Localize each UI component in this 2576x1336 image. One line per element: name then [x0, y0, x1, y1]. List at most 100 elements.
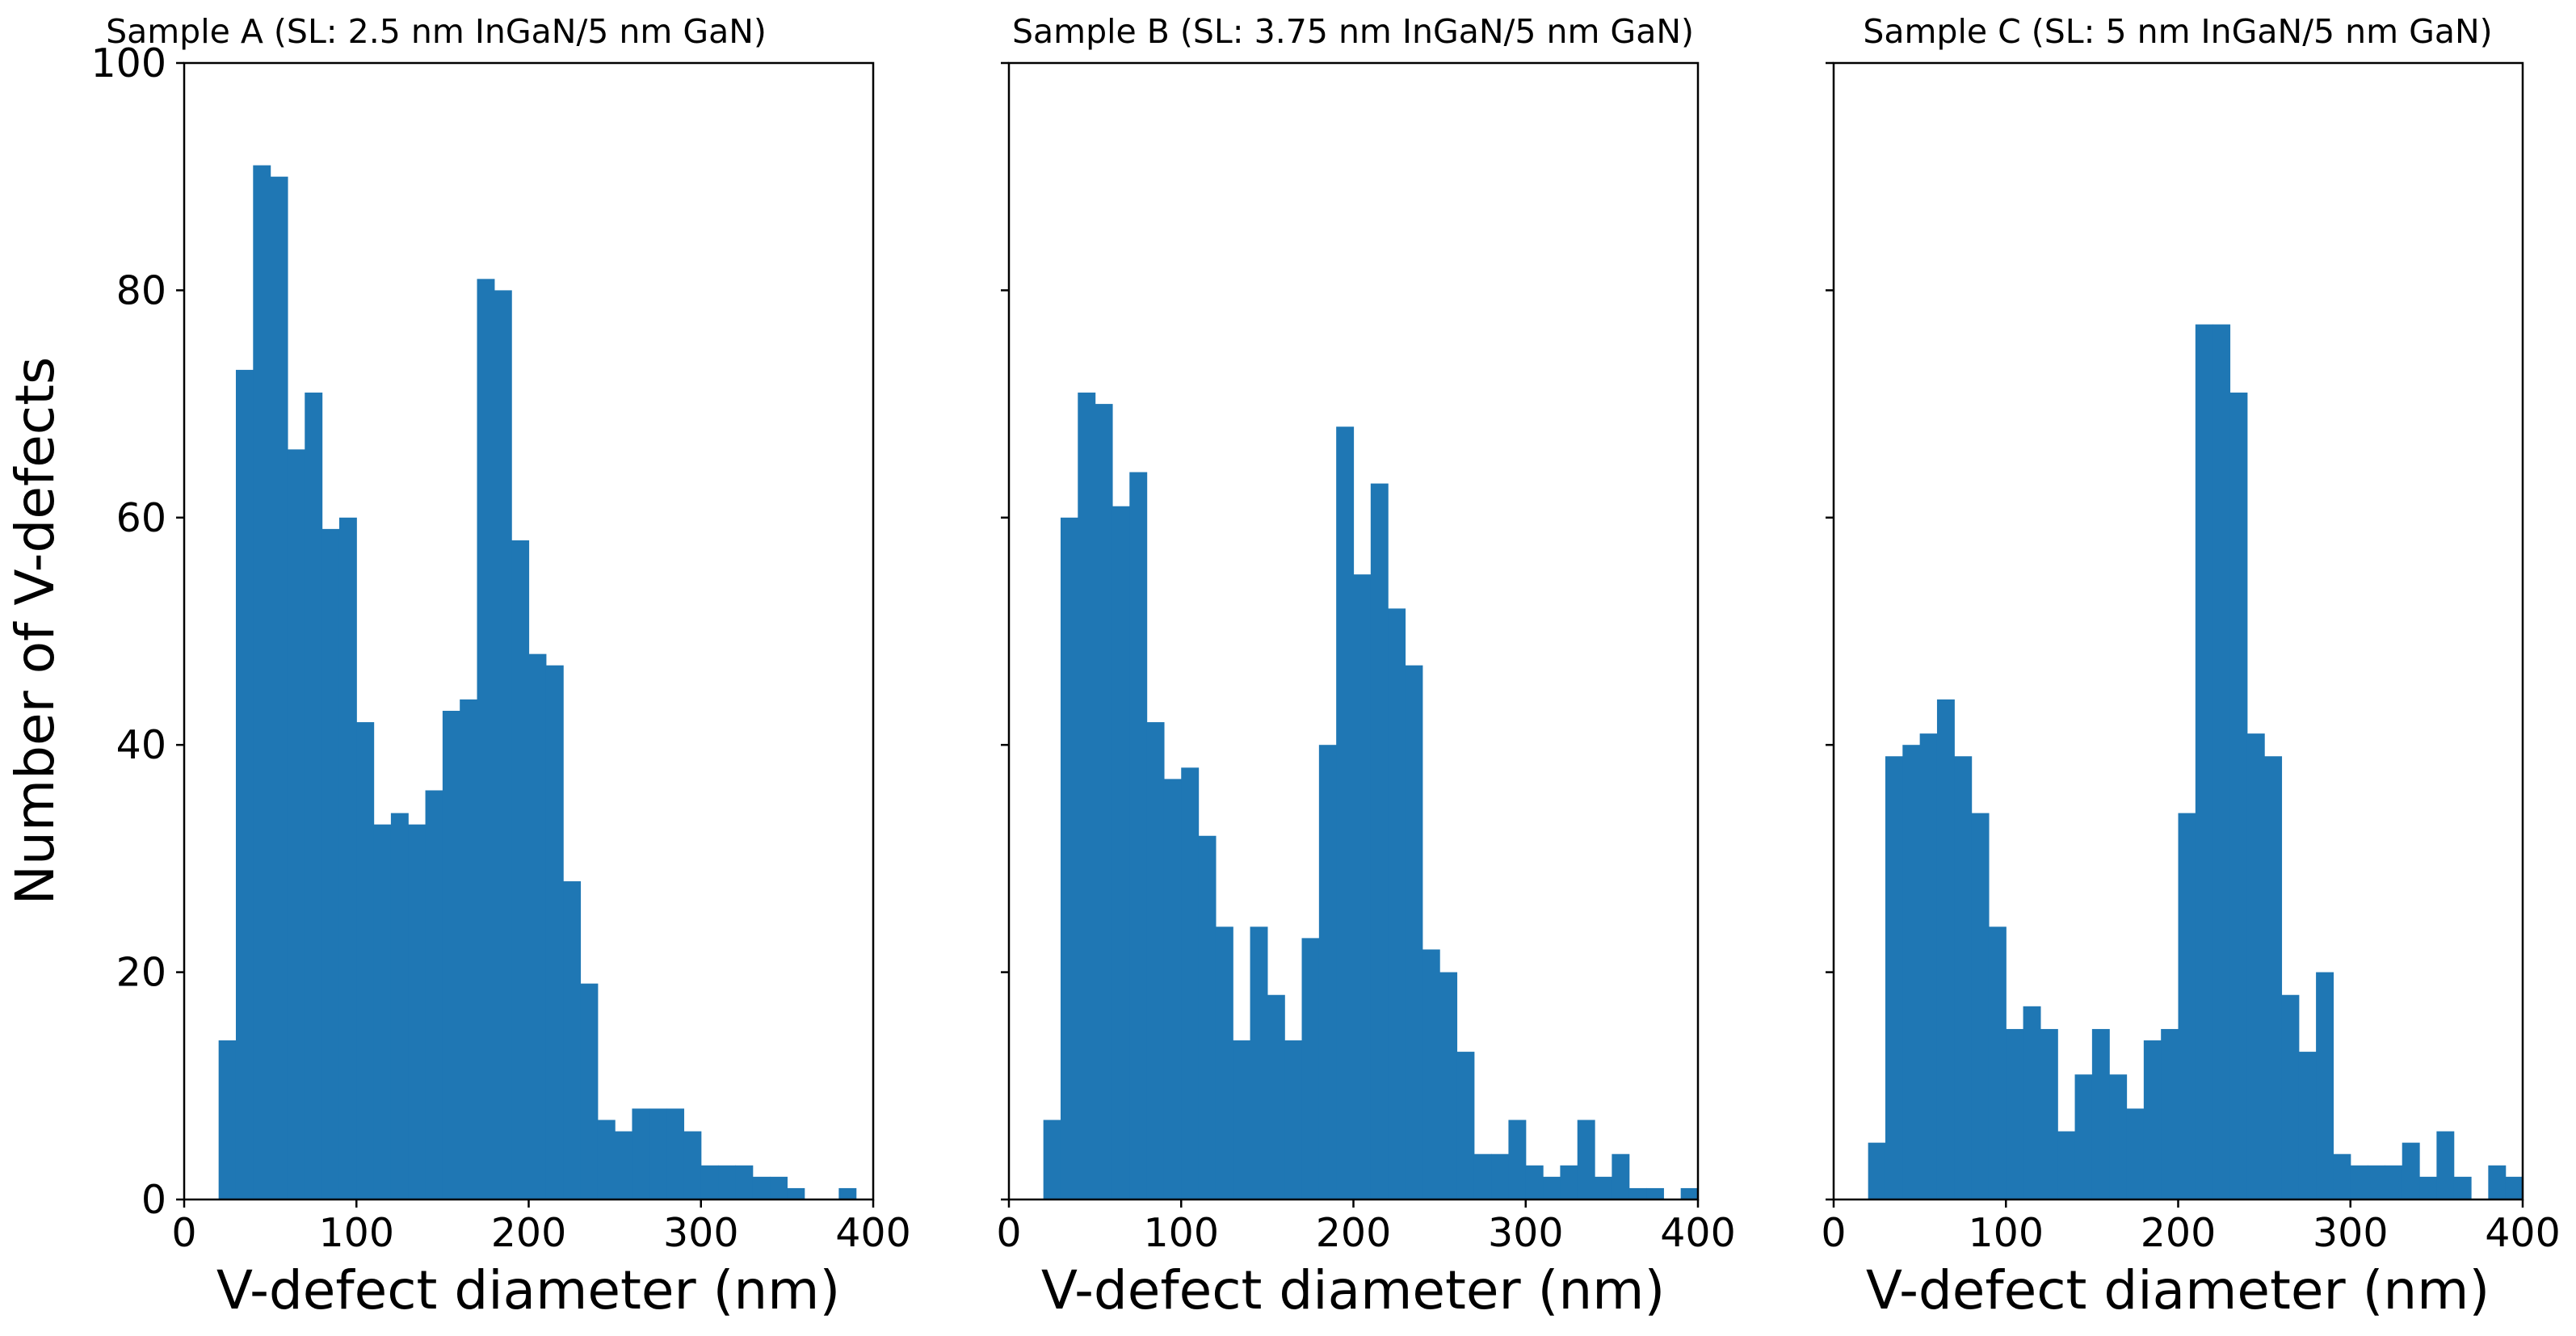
x-tick-label: 300: [2313, 1210, 2389, 1256]
histogram-bar: [1233, 1040, 1251, 1199]
histogram-bar: [1919, 733, 1938, 1199]
histogram-bars: [1043, 393, 1699, 1200]
y-tick-label: 40: [116, 722, 166, 768]
histogram-bar: [287, 449, 305, 1199]
histogram-bar: [770, 1176, 788, 1199]
histogram-bar: [1560, 1165, 1578, 1199]
y-axis-ticks: [1001, 61, 1009, 1201]
histogram-bar: [1508, 1120, 1527, 1199]
histogram-bar: [683, 1131, 702, 1199]
histogram-bar: [1885, 756, 1903, 1199]
histogram-bar: [545, 665, 564, 1199]
histogram-bar: [752, 1176, 771, 1199]
histogram-bar: [1936, 699, 1955, 1199]
x-axis-ticks: 0 100 200 300 400: [1821, 1199, 2561, 1256]
x-tick-label: 200: [491, 1210, 567, 1256]
panel-sample-c: Sample C (SL: 5 nm InGaN/5 nm GaN) 0 100 2…: [1821, 12, 2560, 1321]
histogram-bar: [1595, 1176, 1612, 1199]
histogram-bar: [442, 710, 460, 1199]
histogram-bar: [1146, 722, 1165, 1199]
histogram-bar: [321, 528, 340, 1199]
histogram-bar: [1543, 1176, 1561, 1199]
histogram-bar: [1439, 972, 1458, 1199]
y-axis-label: Number of V-defects: [4, 357, 66, 905]
histogram-bar: [2091, 1028, 2110, 1199]
histogram-bar: [2453, 1176, 2472, 1199]
histogram-bar: [1353, 574, 1372, 1199]
histogram-bar: [1902, 745, 1921, 1199]
histogram-bar: [2195, 324, 2213, 1199]
histogram-bar: [2436, 1131, 2455, 1199]
histogram-bar: [2402, 1142, 2420, 1199]
histogram-bar: [1112, 506, 1130, 1199]
histogram-bar: [1060, 517, 1078, 1199]
histogram-bar: [1215, 926, 1233, 1199]
x-tick-label: 100: [318, 1210, 394, 1256]
histogram-bar: [2229, 393, 2248, 1199]
histogram-bar: [1284, 1040, 1303, 1199]
x-axis-ticks: 0 100 200 300 400: [171, 1199, 911, 1256]
y-tick-label: 80: [116, 267, 166, 313]
histogram-bar: [1043, 1120, 1061, 1199]
y-tick-label: 20: [116, 950, 166, 996]
histogram-bar: [2488, 1165, 2507, 1199]
y-tick-label: 60: [116, 495, 166, 541]
histogram-bar: [425, 790, 443, 1199]
y-tick-label: 0: [141, 1177, 166, 1223]
chart-title: Sample B (SL: 3.75 nm InGaN/5 nm GaN): [1012, 12, 1694, 51]
histogram-bar: [1612, 1153, 1630, 1199]
x-tick-label: 400: [835, 1210, 911, 1256]
histogram-bar: [305, 393, 323, 1199]
histogram-bar: [1095, 404, 1113, 1200]
histogram-bar: [1577, 1120, 1595, 1199]
x-tick-label: 200: [2141, 1210, 2217, 1256]
x-tick-label: 200: [1316, 1210, 1392, 1256]
histogram-bar: [1422, 949, 1440, 1199]
histogram-bar: [408, 824, 427, 1199]
x-axis-label: V-defect diameter (nm): [1041, 1259, 1665, 1321]
histogram-bar: [2213, 324, 2231, 1199]
histogram-bar: [1868, 1142, 1886, 1199]
histogram-bar: [528, 653, 547, 1199]
histogram-bar: [2281, 994, 2300, 1199]
histogram-bar: [1405, 665, 1423, 1199]
histogram-bar: [2126, 1108, 2145, 1199]
histogram-bar: [2368, 1165, 2385, 1199]
histogram-bar: [1301, 938, 1320, 1199]
x-tick-label: 100: [1968, 1210, 2044, 1256]
histogram-bar: [2006, 1028, 2024, 1199]
histogram-bar: [1198, 835, 1217, 1199]
histogram-bar: [477, 279, 495, 1200]
histogram-bar: [1078, 393, 1096, 1199]
histogram-bar: [597, 1120, 616, 1199]
histogram-bar: [460, 699, 478, 1199]
histogram-bar: [373, 824, 392, 1199]
histogram-bar: [649, 1108, 667, 1199]
histogram-bar: [218, 1040, 237, 1199]
panel-sample-a: Sample A (SL: 2.5 nm InGaN/5 nm GaN) 0 10…: [4, 12, 911, 1321]
y-axis-ticks: [1826, 61, 1834, 1201]
histogram-bar: [580, 983, 599, 1199]
x-tick-label: 0: [171, 1210, 196, 1256]
histogram-bar: [1680, 1187, 1699, 1199]
y-axis-ticks: 0 20 40 60 80 100: [90, 40, 184, 1223]
x-axis-label: V-defect diameter (nm): [1866, 1259, 2490, 1321]
histogram-bar: [1163, 779, 1182, 1199]
histogram-bar: [1129, 472, 1148, 1199]
histogram-bar: [511, 540, 530, 1199]
histogram-bar: [1525, 1165, 1544, 1199]
histogram-bar: [2040, 1028, 2058, 1199]
histogram-bar: [270, 176, 288, 1200]
histogram-bar: [2264, 756, 2283, 1199]
x-tick-label: 0: [996, 1210, 1021, 1256]
histogram-bar: [838, 1187, 857, 1199]
histogram-bar: [2109, 1074, 2128, 1199]
histogram-bar: [1336, 426, 1355, 1199]
histogram-bar: [718, 1165, 737, 1199]
histogram-bar: [2316, 972, 2334, 1199]
histogram-bar: [253, 165, 271, 1199]
histogram-bar: [2419, 1176, 2437, 1199]
histogram-bar: [1388, 608, 1406, 1199]
histogram-bar: [615, 1131, 633, 1199]
